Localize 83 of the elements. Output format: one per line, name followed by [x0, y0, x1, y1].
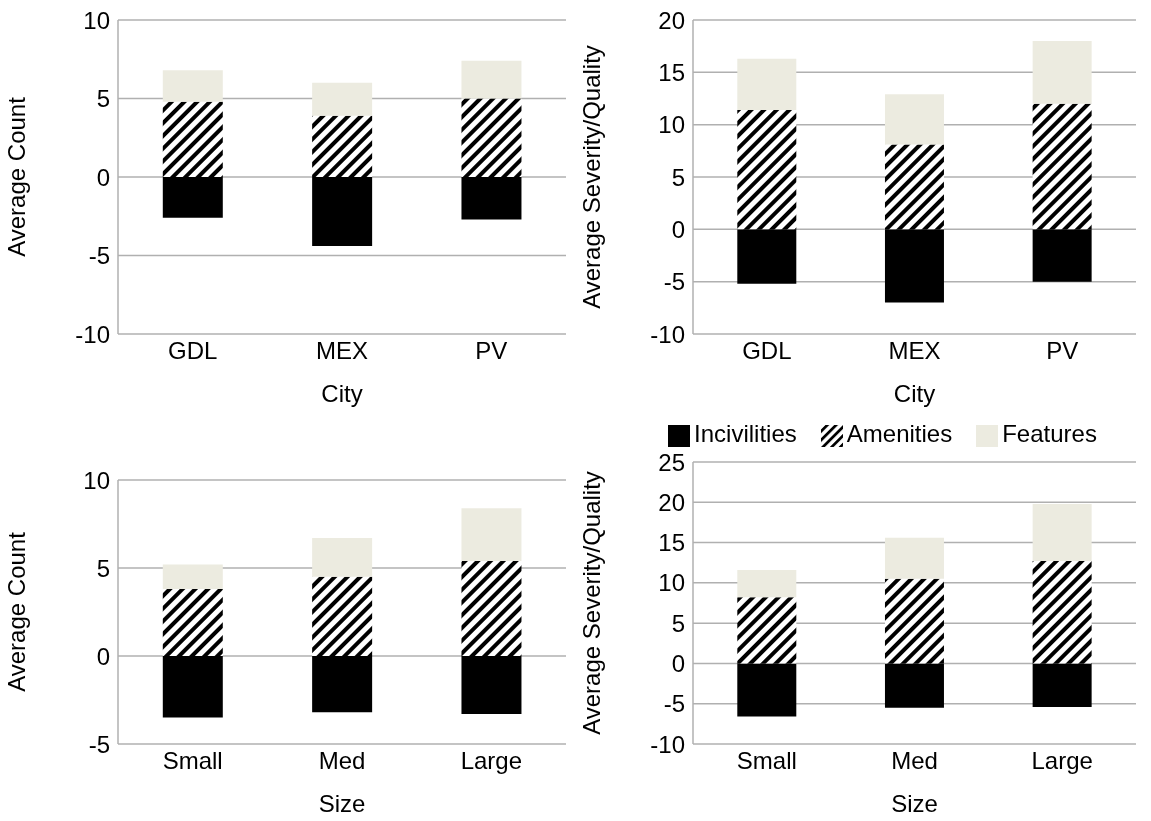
y-tick-label: 5	[96, 85, 110, 113]
bar	[1032, 40, 1092, 104]
bar	[312, 576, 373, 656]
bar	[312, 177, 373, 247]
bar	[461, 560, 522, 656]
y-tick-label: -5	[663, 268, 685, 296]
x-tick-label: PV	[475, 337, 508, 365]
x-tick-label: Small	[162, 747, 223, 775]
y-axis-title: Average Count	[2, 96, 30, 257]
y-tick-label: 0	[96, 163, 110, 191]
bar	[461, 98, 522, 177]
legend-label: Amenities	[846, 420, 953, 447]
x-tick-label: GDL	[167, 337, 218, 365]
bar	[312, 538, 373, 577]
legend-label: Features	[1002, 420, 1097, 447]
y-tick-label: 0	[671, 649, 685, 677]
y-tick-label: 20	[658, 488, 685, 516]
y-tick-label: 15	[658, 58, 685, 86]
legend-label: Incivilities	[694, 420, 797, 447]
bar	[737, 597, 797, 664]
bar	[162, 177, 223, 218]
y-tick-label: -5	[663, 690, 685, 718]
x-tick-label: MEX	[888, 337, 941, 365]
bar	[884, 537, 944, 579]
bar	[737, 229, 797, 284]
x-axis-title: Size	[318, 790, 366, 817]
bar	[312, 115, 373, 177]
bar	[162, 589, 223, 656]
bar	[884, 94, 944, 145]
y-tick-label: 5	[671, 163, 685, 191]
bar	[162, 564, 223, 590]
y-tick-label: 0	[671, 215, 685, 243]
x-tick-label: MEX	[315, 337, 369, 365]
y-tick-label: 10	[658, 569, 685, 597]
bar	[737, 58, 797, 111]
bar	[1032, 229, 1092, 282]
bar	[312, 656, 373, 713]
bar	[461, 656, 522, 715]
bar	[312, 82, 373, 116]
bar	[1032, 561, 1092, 664]
bar	[162, 656, 223, 718]
x-tick-label: Med	[891, 747, 938, 775]
y-tick-label: -10	[75, 320, 110, 348]
y-tick-label: 10	[83, 6, 110, 34]
bar	[162, 70, 223, 102]
bar	[884, 578, 944, 664]
y-tick-label: -10	[650, 730, 685, 758]
y-tick-label: -5	[88, 242, 110, 270]
bar	[1032, 503, 1092, 562]
y-tick-label: -10	[650, 320, 685, 348]
bar	[461, 508, 522, 561]
y-tick-label: 10	[658, 111, 685, 139]
x-axis-title: Size	[891, 790, 938, 817]
bar	[884, 663, 944, 708]
y-tick-label: 5	[96, 554, 110, 582]
y-axis-title: Average Severity/Quality	[577, 45, 605, 309]
y-axis-title: Average Count	[2, 531, 30, 692]
x-axis-title: City	[893, 380, 936, 407]
bar	[1032, 663, 1092, 707]
y-tick-label: 25	[658, 448, 685, 476]
bar	[737, 569, 797, 598]
x-tick-label: Large	[1031, 747, 1093, 775]
bar	[162, 101, 223, 177]
bar	[461, 60, 522, 99]
bar	[884, 144, 944, 230]
x-tick-label: PV	[1046, 337, 1079, 365]
y-tick-label: -5	[88, 730, 110, 758]
x-tick-label: GDL	[742, 337, 792, 365]
x-tick-label: Small	[736, 747, 797, 775]
bar	[461, 177, 522, 220]
y-tick-label: 0	[96, 642, 110, 670]
y-tick-label: 20	[658, 6, 685, 34]
bar	[737, 663, 797, 717]
x-axis-title: City	[321, 380, 363, 407]
y-tick-label: 5	[671, 609, 685, 637]
y-tick-label: 15	[658, 529, 685, 557]
x-tick-label: Large	[460, 747, 523, 775]
bar	[1032, 103, 1092, 230]
y-axis-title: Average Severity/Quality	[577, 471, 605, 735]
bar	[737, 110, 797, 230]
x-tick-label: Med	[318, 747, 366, 775]
y-tick-label: 10	[83, 466, 110, 494]
bar	[884, 229, 944, 303]
